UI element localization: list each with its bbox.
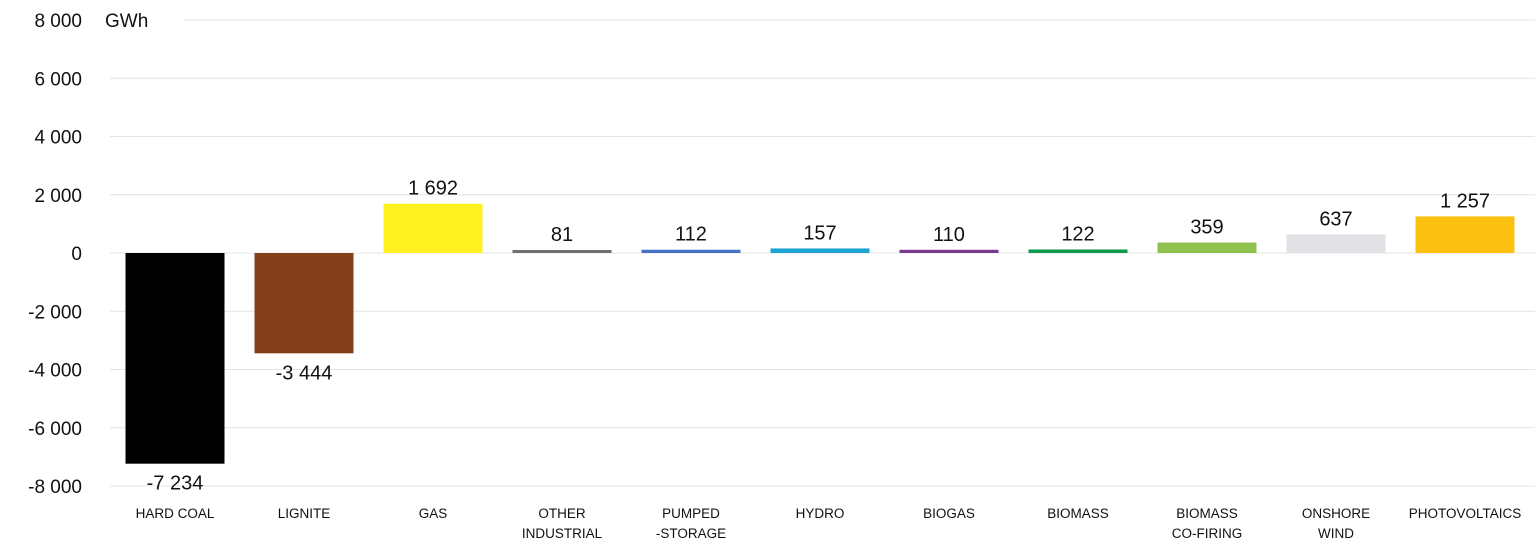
x-tick-label: ONSHORE WIND	[1302, 506, 1370, 541]
data-label: 122	[1061, 223, 1094, 245]
bar	[1286, 234, 1386, 253]
y-tick-label: -4 000	[28, 361, 82, 382]
y-axis: 8 000 6 000 4 000 2 000 0 -2 000 -4 000 -6 000 -…	[28, 11, 82, 498]
bars	[125, 203, 1515, 464]
bar	[125, 253, 225, 464]
y-tick-label: 4 000	[34, 128, 82, 149]
x-tick-label: BIOMASS CO-FIRING	[1172, 506, 1243, 541]
bar	[770, 248, 870, 253]
data-label: 1 257	[1440, 190, 1490, 212]
x-tick-label: GAS	[419, 506, 448, 521]
data-label: 359	[1190, 217, 1223, 239]
y-tick-label: 8 000	[34, 11, 82, 32]
data-label: 637	[1319, 208, 1352, 230]
bar	[1157, 242, 1257, 253]
y-tick-label: 6 000	[34, 69, 82, 90]
bar	[1415, 216, 1515, 253]
data-label: 81	[551, 224, 573, 246]
x-tick-label: PUMPED -STORAGE	[656, 506, 726, 541]
data-label: 1 692	[408, 178, 458, 200]
x-tick-label: OTHER INDUSTRIAL	[522, 506, 603, 541]
y-tick-label: 2 000	[34, 186, 82, 207]
x-tick-label: PHOTOVOLTAICS	[1409, 506, 1522, 521]
unit-label: GWh	[105, 11, 148, 32]
data-labels: -7 234 -3 444 1 692 81 112 157 110 122 359 637 1 2…	[147, 178, 1490, 495]
data-label: 112	[675, 224, 707, 246]
bar	[1028, 249, 1128, 253]
y-tick-label: 0	[71, 244, 82, 265]
bar	[512, 250, 612, 253]
x-axis: HARD COAL LIGNITE GAS OTHER INDUSTRIAL PUMPED…	[136, 506, 1522, 541]
bar	[254, 253, 354, 354]
y-tick-label: -6 000	[28, 419, 82, 440]
x-tick-label: BIOGAS	[923, 506, 975, 521]
x-tick-label: LIGNITE	[278, 506, 331, 521]
y-tick-label: -8 000	[28, 477, 82, 498]
data-label: 110	[933, 224, 965, 246]
x-tick-label: HARD COAL	[136, 506, 215, 521]
x-tick-label: BIOMASS	[1047, 506, 1109, 521]
bar	[899, 249, 999, 253]
data-label: -3 444	[276, 362, 333, 384]
data-label: -7 234	[147, 473, 204, 495]
data-label: 157	[803, 222, 836, 244]
x-tick-label: HYDRO	[796, 506, 845, 521]
bar	[383, 203, 483, 253]
bar	[641, 249, 741, 253]
y-tick-label: -2 000	[28, 302, 82, 323]
